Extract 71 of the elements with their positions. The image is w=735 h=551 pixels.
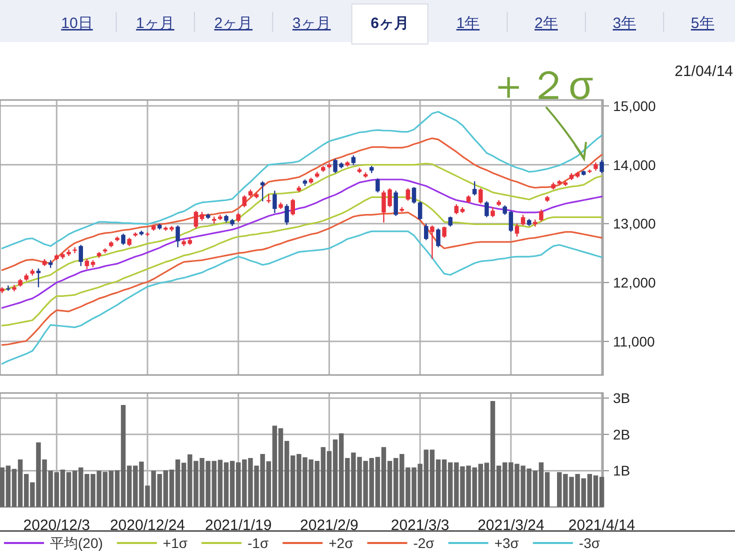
text: 3年: [612, 15, 636, 32]
candlestick: [520, 214, 526, 226]
candlestick: [351, 154, 356, 166]
candlestick: [72, 246, 77, 254]
candlestick: [600, 159, 604, 174]
candlestick: [454, 204, 459, 215]
candlestick: [78, 244, 83, 267]
line-series: [1, 178, 603, 309]
y-tick-label: 2B: [613, 426, 630, 442]
x-tick-label: 2021/3/3: [390, 517, 450, 534]
candlestick: [514, 223, 520, 238]
candlestick: [6, 284, 10, 292]
annotation: ＋２σ: [488, 64, 594, 108]
candlestick: [490, 206, 495, 218]
candlestick: [484, 200, 489, 218]
x-tick-label: 2021/3/24: [478, 517, 544, 534]
y-tick-label: 3B: [613, 390, 630, 406]
legend-label: +3σ: [494, 535, 520, 551]
text: 1ヶ月: [136, 15, 174, 32]
legend-label: 平均(20): [50, 535, 103, 551]
y-tick-label: 12,000: [613, 274, 656, 291]
line-series: [1, 110, 603, 250]
candlestick: [376, 178, 380, 194]
x-tick-label: 2021/4/14: [568, 517, 636, 534]
line-series: [1, 212, 603, 346]
candlestick: [448, 216, 452, 228]
x-tick-label: 2020/12/24: [110, 517, 186, 534]
line-series: [1, 137, 603, 271]
text: 1年: [456, 15, 480, 32]
candlestick: [406, 188, 410, 202]
text: 5年: [690, 15, 714, 32]
candlestick: [412, 186, 416, 204]
text: 21/04/14: [674, 63, 733, 80]
text: 10日: [61, 15, 93, 32]
candlestick: [272, 190, 277, 214]
x-tick-label: 2020/12/3: [23, 517, 90, 534]
candlestick: [284, 204, 289, 226]
candlestick: [260, 180, 265, 202]
y-tick-label: 13,000: [613, 216, 656, 232]
legend-label: +1σ: [162, 535, 188, 551]
y-tick-label: 14,000: [613, 156, 656, 173]
x-tick-label: 2021/2/9: [300, 517, 358, 534]
y-tick-label: 1B: [613, 462, 630, 479]
candlestick: [436, 228, 440, 248]
candlestick: [194, 210, 198, 229]
candlestick: [424, 223, 428, 241]
candlestick: [442, 226, 446, 238]
line-series: [1, 162, 603, 292]
y-tick-label: 11,000: [613, 333, 655, 350]
legend-label: +2σ: [328, 535, 354, 551]
candlestick: [502, 204, 507, 216]
candlestick: [394, 190, 398, 217]
text: 6ヶ月: [370, 15, 409, 32]
candlestick: [508, 210, 514, 233]
y-tick-label: 15,000: [613, 98, 656, 114]
candlestick: [290, 198, 295, 216]
text: 3ヶ月: [292, 15, 331, 32]
candlestick: [418, 200, 422, 221]
candlestick: [121, 233, 126, 246]
candlestick: [242, 194, 247, 208]
candlestick: [478, 188, 483, 204]
legend-label: -1σ: [248, 535, 269, 551]
line-series: [1, 230, 603, 365]
candlestick: [176, 224, 180, 248]
legend-label: -3σ: [578, 535, 600, 551]
candlestick: [539, 208, 544, 222]
text: 2年: [534, 15, 558, 32]
candlestick: [430, 224, 434, 260]
text: 2ヶ月: [214, 15, 253, 32]
x-tick-label: 2021/1/19: [204, 517, 272, 534]
legend-label: -2σ: [413, 535, 435, 551]
